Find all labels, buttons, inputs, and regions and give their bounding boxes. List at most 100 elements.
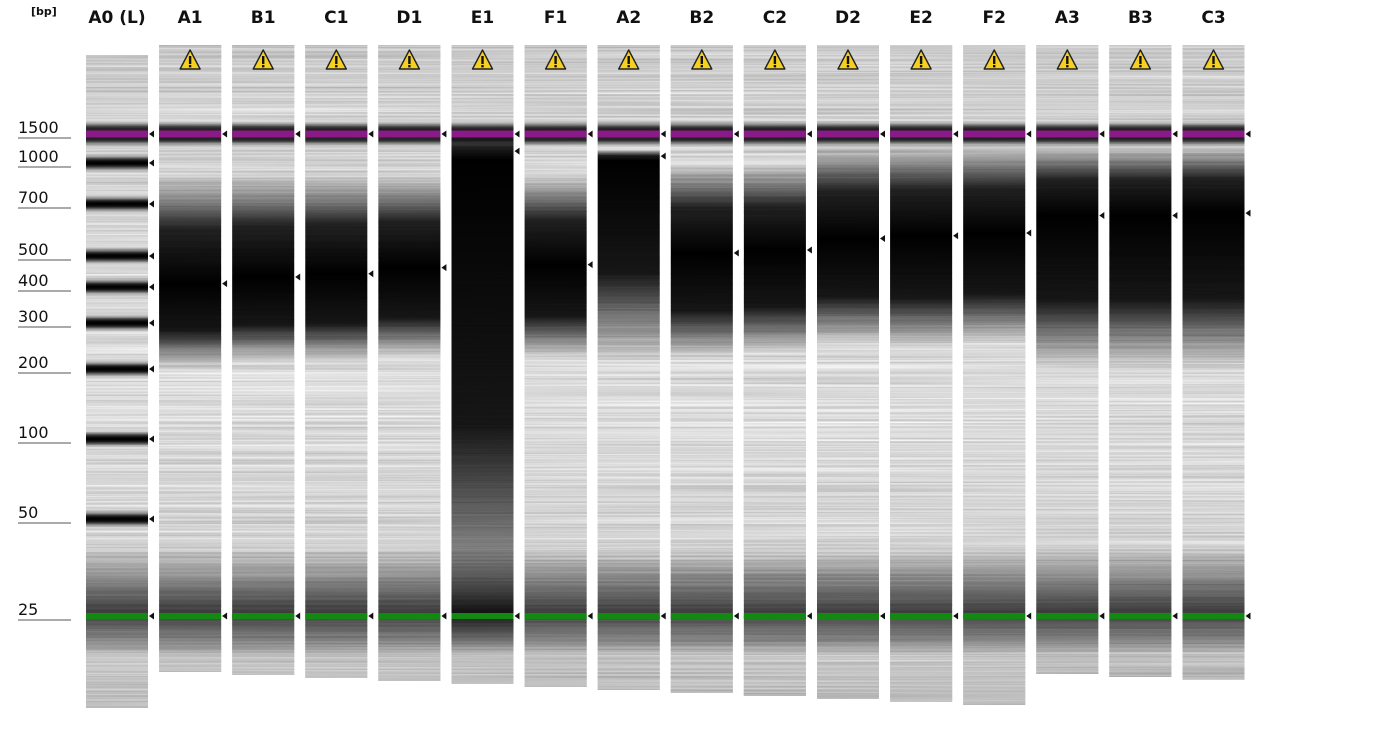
upper-marker-arrow [660, 130, 666, 138]
lower-marker-halo [305, 546, 368, 656]
lane-b2[interactable]: B2 [670, 8, 739, 693]
upper-marker-arrow [1172, 130, 1178, 138]
lane-c3[interactable]: C3 [1182, 8, 1251, 680]
upper-marker-band [524, 130, 587, 138]
lower-marker-band [524, 613, 587, 619]
lower-marker-arrow [1172, 612, 1178, 620]
lane-a2[interactable]: A2 [597, 8, 666, 690]
lower-marker-halo [817, 546, 879, 656]
lower-marker-arrow [295, 612, 301, 620]
lower-marker-band [232, 613, 295, 619]
upper-marker-arrow [514, 130, 520, 138]
warning-triangle-icon[interactable] [398, 49, 421, 70]
upper-marker-arrow [953, 130, 959, 138]
warning-triangle-icon[interactable] [179, 49, 201, 70]
lane-label: A0 (L) [88, 8, 145, 28]
upper-marker-band [451, 130, 514, 138]
sample-smear [232, 175, 295, 364]
lower-marker-halo [890, 546, 953, 656]
lower-marker-halo [743, 546, 806, 656]
tick-label: 50 [18, 503, 38, 522]
lower-marker-band [305, 613, 368, 619]
upper-marker-band [817, 130, 879, 138]
upper-marker-band [159, 130, 222, 138]
lower-marker-band [890, 613, 953, 619]
warning-triangle-icon[interactable] [910, 49, 932, 70]
sample-smear [1036, 144, 1099, 369]
peak-arrow [441, 264, 447, 272]
lower-marker-arrow [441, 612, 447, 620]
lane-f2[interactable]: F2 [963, 8, 1032, 705]
sample-smear [524, 175, 587, 359]
lane-ladder[interactable]: A0 (L) [86, 8, 154, 708]
lane-a3[interactable]: A3 [1036, 8, 1105, 674]
lane-c1[interactable]: C1 [305, 8, 374, 678]
sample-smear [1182, 144, 1245, 369]
warning-triangle-icon[interactable] [544, 49, 567, 70]
warning-triangle-icon[interactable] [1056, 49, 1078, 70]
lane-label: A2 [616, 8, 641, 28]
upper-marker-arrow [806, 130, 812, 138]
lane-e1[interactable]: E1 [451, 8, 520, 684]
lower-marker-band [159, 613, 222, 619]
tick-label: 100 [18, 423, 49, 442]
warning-triangle-icon[interactable] [764, 49, 786, 70]
lane-label: A3 [1055, 8, 1080, 28]
warning-triangle-icon[interactable] [618, 49, 640, 70]
lane-label: B2 [689, 8, 714, 28]
lane-b1[interactable]: B1 [232, 8, 301, 675]
peak-arrow [660, 152, 666, 160]
warning-triangle-icon[interactable] [471, 49, 494, 70]
lower-marker-arrow [880, 612, 885, 620]
band-marker-arrow [149, 252, 154, 260]
warning-triangle-icon[interactable] [325, 49, 347, 70]
ladder-band [86, 318, 148, 328]
lane-a1[interactable]: A1 [159, 8, 228, 672]
band-marker-arrow [149, 365, 154, 373]
peak-arrow [368, 270, 374, 278]
lane-d1[interactable]: D1 [378, 8, 447, 681]
lower-marker-halo [524, 546, 587, 656]
peak-arrow [1099, 211, 1105, 219]
lane-label: E2 [909, 8, 932, 28]
warning-triangle-icon[interactable] [837, 49, 859, 70]
sample-smear [597, 149, 660, 364]
upper-marker-band [1182, 130, 1245, 138]
warning-triangle-icon[interactable] [691, 49, 713, 70]
y-axis-ticks: 1500 1000 700 500 400 300 200 100 50 25 [18, 118, 71, 621]
lane-d2[interactable]: D2 [817, 8, 885, 699]
y-unit-label: [bp] [31, 5, 57, 18]
lane-c2[interactable]: C2 [743, 8, 812, 696]
warning-triangle-icon[interactable] [983, 49, 1005, 70]
peak-arrow [806, 246, 812, 254]
lane-label: E1 [471, 8, 494, 28]
warning-triangle-icon[interactable] [252, 49, 274, 70]
ladder-band [86, 364, 148, 374]
ladder-band [86, 282, 148, 292]
warning-triangle-icon[interactable] [1129, 49, 1152, 70]
warning-triangle-icon[interactable] [1202, 49, 1225, 70]
lane-label: F1 [544, 8, 567, 28]
lane-e2[interactable]: E2 [890, 8, 959, 702]
tick-label: 25 [18, 600, 38, 619]
band-marker-arrow [149, 130, 154, 138]
ladder-band [86, 199, 148, 209]
ladder-band [86, 434, 148, 444]
lower-marker-arrow [1026, 612, 1032, 620]
lower-marker-arrow [222, 612, 228, 620]
upper-marker-band [86, 130, 148, 138]
tick-label: 1000 [18, 147, 59, 166]
lower-marker-band [1036, 613, 1099, 619]
upper-marker-band [1109, 130, 1172, 138]
lane-b3[interactable]: B3 [1109, 8, 1178, 677]
lane-f1[interactable]: F1 [524, 8, 593, 687]
peak-arrow [733, 249, 739, 257]
peak-arrow [953, 232, 959, 240]
peak-arrow [222, 280, 228, 288]
lower-marker-arrow [587, 612, 593, 620]
upper-marker-arrow [733, 130, 739, 138]
band-marker-arrow [149, 515, 154, 523]
lane-label: D2 [835, 8, 861, 28]
lane-label: A1 [178, 8, 203, 28]
